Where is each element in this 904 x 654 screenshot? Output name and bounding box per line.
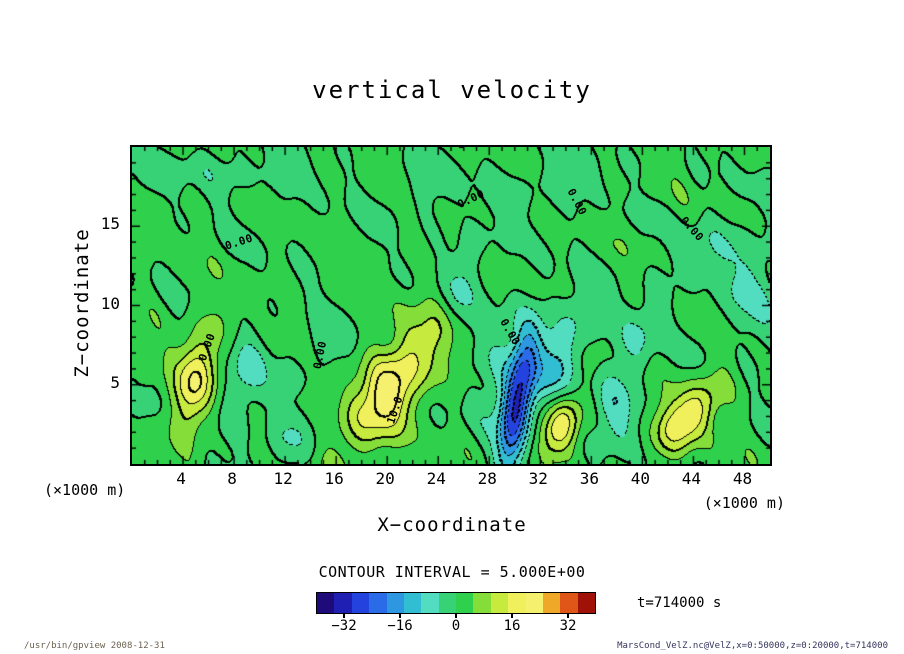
colorbar-tick-label: 0: [451, 618, 461, 634]
contour-plot-canvas: [132, 147, 770, 464]
x-tick-label: 28: [477, 469, 497, 488]
plot-frame: 0.00 0.00 0.00 0.00 0.00 0.00 0.00 10.0: [130, 145, 772, 466]
x-tick-label: 24: [426, 469, 446, 488]
x-tick-label: 4: [176, 469, 186, 488]
footer-command-text: /usr/bin/gpview 2008-12-31: [24, 641, 165, 651]
time-label: t=714000 s: [637, 595, 722, 611]
colorbar-tick: [567, 613, 569, 618]
x-axis-label: X−coordinate: [377, 514, 527, 536]
plot-title: vertical velocity: [312, 76, 592, 104]
colorbar-segment: [369, 593, 387, 613]
colorbar-tick-label: −32: [331, 618, 357, 634]
x-axis-unit: (×1000 m): [703, 494, 785, 512]
x-tick-label: 16: [324, 469, 344, 488]
colorbar-tick: [511, 613, 513, 618]
colorbar-tick-label: −16: [387, 618, 413, 634]
colorbar-segment: [438, 593, 456, 613]
z-axis-unit: (×1000 m): [44, 481, 126, 499]
colorbar-segment: [421, 593, 439, 613]
colorbar-segment: [508, 593, 526, 613]
colorbar-segment: [351, 593, 370, 613]
z-tick-label: 15: [100, 214, 120, 234]
colorbar-tick: [343, 613, 345, 618]
colorbar-segment: [577, 593, 595, 613]
colorbar-segment: [473, 593, 491, 613]
z-tick-label: 5: [110, 372, 120, 392]
footer-file-text: MarsCond_VelZ.nc@VelZ,x=0:50000,z=0:2000…: [617, 641, 888, 651]
x-tick-label: 20: [375, 469, 395, 488]
colorbar-tick: [455, 613, 457, 618]
colorbar-tick-label: 16: [503, 618, 521, 634]
x-tick-label: 12: [273, 469, 293, 488]
colorbar-segment: [560, 593, 578, 613]
contour-interval-text: CONTOUR INTERVAL = 5.000E+00: [318, 563, 586, 581]
z-tick-label: 10: [100, 293, 120, 313]
colorbar: −32 −16 0 16 32: [316, 592, 596, 640]
x-tick-label: 36: [579, 469, 599, 488]
colorbar-segment: [525, 593, 543, 613]
colorbar-segment: [542, 593, 561, 613]
colorbar-segment: [386, 593, 404, 613]
colorbar-gradient: [316, 592, 596, 614]
colorbar-tick: [399, 613, 401, 618]
colorbar-segment: [456, 593, 474, 613]
x-tick-label: 32: [528, 469, 548, 488]
colorbar-tick-label: 32: [559, 618, 577, 634]
colorbar-segment: [490, 593, 509, 613]
x-tick-label: 44: [681, 469, 702, 488]
x-tick-label: 48: [732, 469, 753, 488]
colorbar-segment: [403, 593, 422, 613]
x-tick-label: 40: [630, 469, 651, 488]
x-tick-label: 8: [227, 469, 237, 488]
colorbar-segment: [334, 593, 352, 613]
colorbar-segment: [317, 593, 335, 613]
